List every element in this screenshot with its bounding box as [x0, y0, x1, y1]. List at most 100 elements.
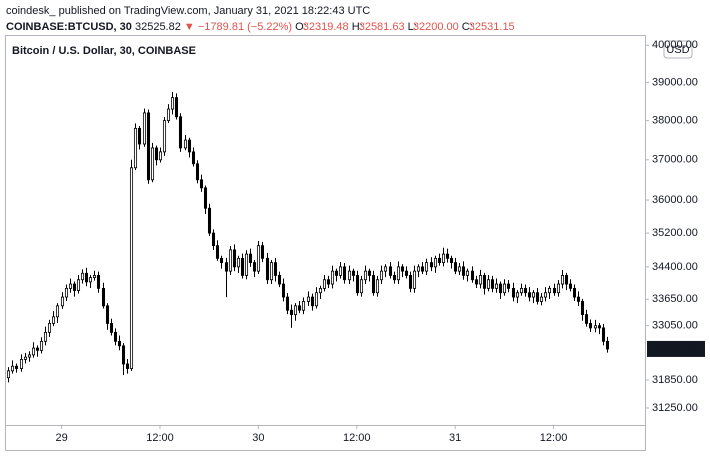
- candle-body: [334, 270, 339, 276]
- candle-body: [224, 262, 229, 272]
- candle-body: [424, 262, 429, 272]
- symbol: COINBASE:BTCUSD, 30: [6, 21, 132, 33]
- y-tick-label: 38000.00: [652, 115, 698, 127]
- candle-body: [232, 249, 237, 268]
- candle-body: [388, 266, 393, 276]
- candle-body: [14, 365, 19, 369]
- candle-body: [125, 363, 130, 369]
- candle-body: [314, 292, 319, 307]
- arrow: ▼: [184, 21, 195, 33]
- candle-body: [150, 147, 155, 181]
- candle-body: [166, 108, 171, 122]
- candle-body: [285, 296, 290, 311]
- y-tick-label: 36000.00: [652, 194, 698, 206]
- candle-body: [502, 283, 507, 294]
- publish-line: coindesk_ published on TradingView.com, …: [6, 5, 370, 17]
- candle-body: [297, 305, 302, 311]
- candle-body: [6, 370, 11, 379]
- candle-body: [363, 270, 368, 281]
- candle-body: [478, 275, 483, 285]
- candle-body: [174, 97, 179, 118]
- candle-body: [572, 287, 577, 298]
- candle-body: [588, 323, 593, 329]
- candle-body: [568, 283, 573, 289]
- candle-body: [519, 287, 524, 294]
- candle-body: [23, 356, 28, 360]
- candle-body: [203, 187, 208, 209]
- candle-body: [88, 277, 93, 283]
- candle-body: [195, 163, 200, 181]
- candle-body: [453, 262, 458, 272]
- candle-body: [113, 331, 118, 342]
- last-price-label: 32531.15: [652, 343, 698, 355]
- candle-body: [375, 279, 380, 294]
- candle-body: [252, 262, 257, 272]
- candle-body: [580, 301, 585, 316]
- candle-body: [355, 275, 360, 294]
- candle-body: [289, 309, 294, 316]
- candle-body: [531, 292, 536, 298]
- candle-body: [445, 253, 450, 259]
- candle-body: [55, 305, 60, 318]
- candle-body: [178, 116, 183, 149]
- x-tick-label: 30: [252, 432, 264, 444]
- candle-body: [552, 287, 557, 294]
- candle-body: [240, 257, 245, 276]
- candle-body: [486, 279, 491, 289]
- candle-body: [347, 270, 352, 281]
- candle-body: [576, 296, 581, 302]
- candle-body: [96, 275, 101, 289]
- candle-body: [92, 275, 97, 278]
- candle-body: [371, 275, 376, 294]
- candle-body: [543, 292, 548, 298]
- ohlc-label: O:: [295, 21, 307, 33]
- candle-body: [72, 283, 77, 291]
- candle-body: [556, 283, 561, 294]
- candle-body: [162, 120, 167, 153]
- y-tick-label: 40000.00: [652, 39, 698, 51]
- candle-body: [584, 314, 589, 324]
- candle-body: [379, 270, 384, 281]
- y-tick-label: 39000.00: [652, 76, 698, 88]
- candle-body: [256, 245, 261, 272]
- candle-body: [437, 257, 442, 263]
- candle-body: [400, 266, 405, 272]
- candle-body: [277, 275, 282, 285]
- candle-body: [523, 287, 528, 294]
- candle-body: [187, 139, 192, 153]
- candle-body: [547, 287, 552, 294]
- y-tick-label: 34400.00: [652, 261, 698, 273]
- candle-body: [535, 292, 540, 302]
- ohlc-value: 32581.63: [359, 21, 405, 33]
- currency[interactable]: USD: [666, 44, 689, 56]
- candle-body: [31, 347, 36, 356]
- ohlc-label: C:: [462, 21, 473, 33]
- ohlc-value: 32319.48: [303, 21, 349, 33]
- x-tick-label: 31: [449, 432, 461, 444]
- candle-body: [429, 262, 434, 268]
- x-tick-label: 12:00: [540, 432, 568, 444]
- ohlc-label: H:: [352, 21, 363, 33]
- x-tick-label: 29: [55, 432, 67, 444]
- y-tick-label: 37000.00: [652, 154, 698, 166]
- candle-body: [68, 283, 73, 289]
- candle-body: [511, 287, 516, 298]
- candle-body: [396, 266, 401, 281]
- candle-body: [219, 257, 224, 263]
- candle-body: [506, 283, 511, 289]
- candle-body: [457, 266, 462, 272]
- ohlc-value: 32531.15: [469, 21, 515, 33]
- candle-body: [470, 270, 475, 281]
- candle-body: [51, 316, 56, 324]
- candle-body: [490, 279, 495, 289]
- candle-body: [260, 245, 265, 259]
- candle-body: [310, 296, 315, 307]
- candle-body: [19, 359, 24, 369]
- candle-body: [515, 292, 520, 298]
- candle-body: [482, 275, 487, 289]
- candle-body: [338, 266, 343, 276]
- currency-box[interactable]: [663, 40, 693, 59]
- quote-line: COINBASE:BTCUSD, 30 32525.82 ▼ −1789.81 …: [6, 21, 515, 33]
